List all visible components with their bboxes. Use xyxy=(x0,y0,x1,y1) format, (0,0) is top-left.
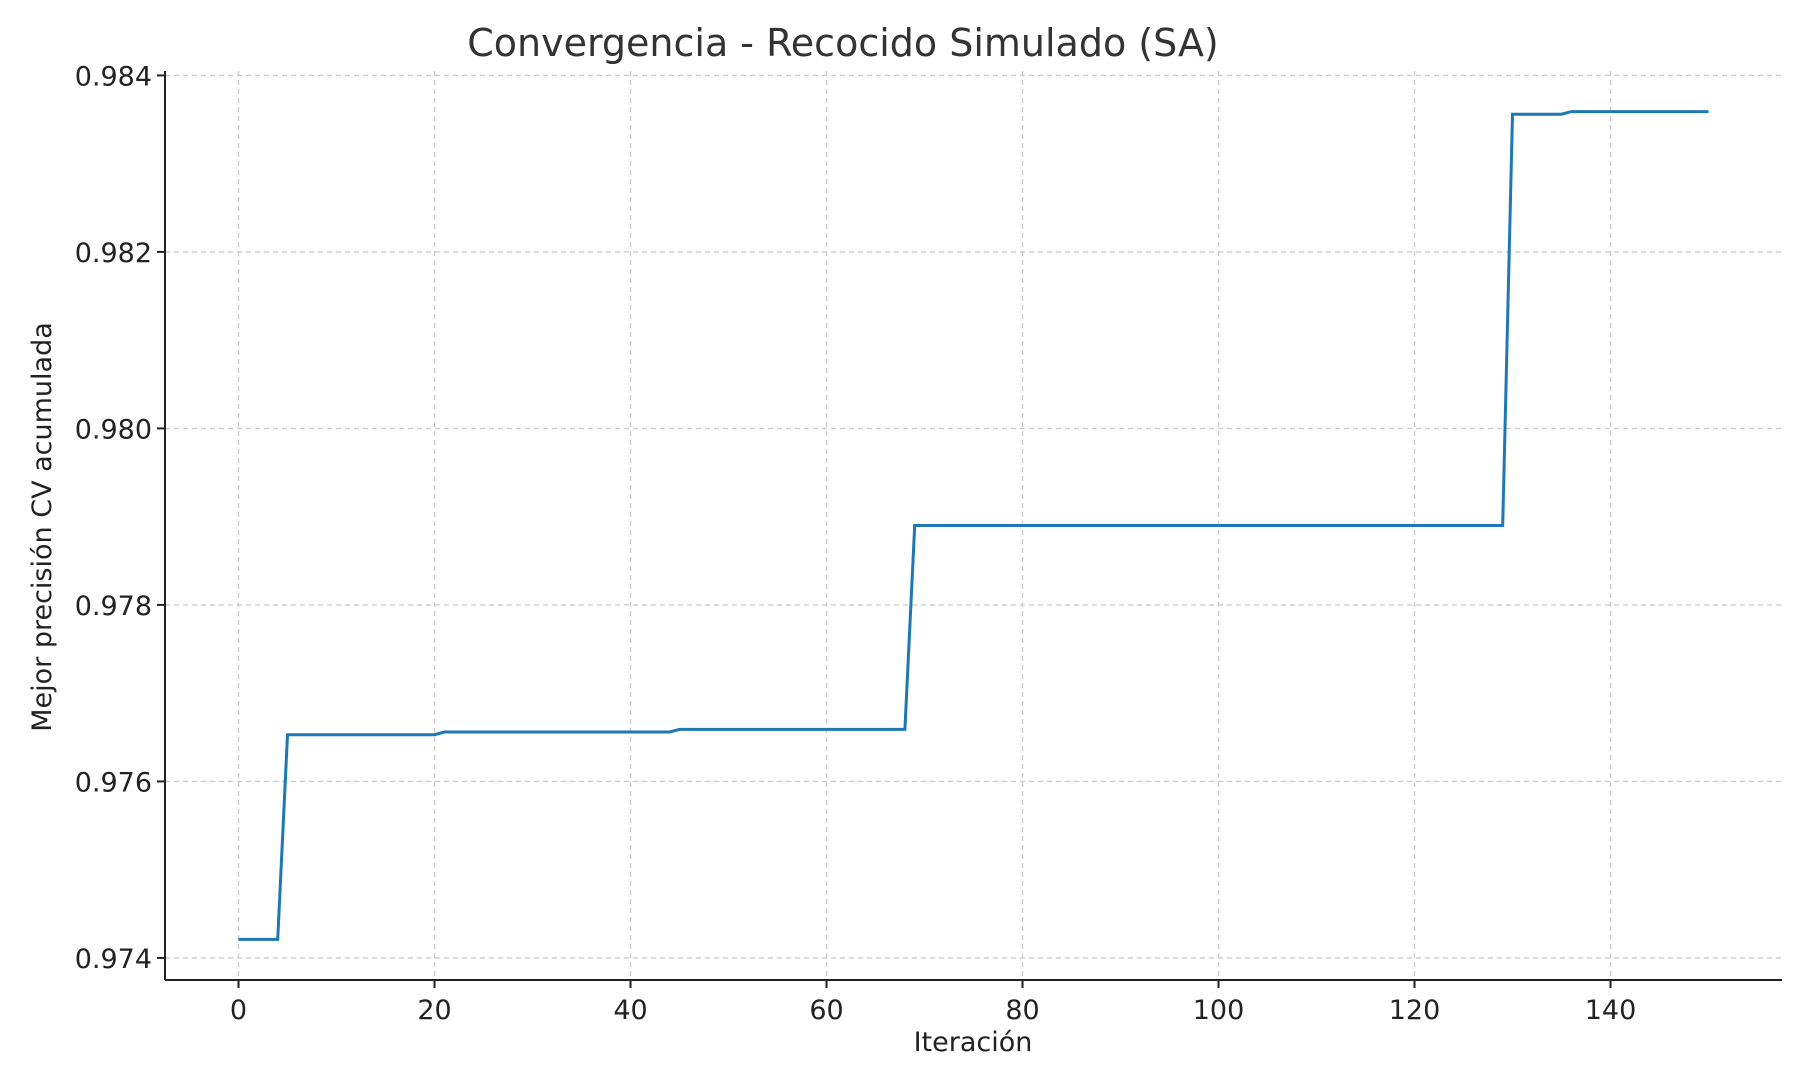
y-tick-label: 0.982 xyxy=(75,238,152,269)
y-tick-label: 0.974 xyxy=(75,944,152,975)
x-tick-label: 0 xyxy=(230,995,247,1026)
x-tick-label: 140 xyxy=(1585,995,1637,1026)
series-line xyxy=(238,110,1709,941)
x-tick-label: 100 xyxy=(1193,995,1245,1026)
y-tick-label: 0.978 xyxy=(75,591,152,622)
x-axis-label: Iteración xyxy=(914,1027,1033,1058)
y-tick-label: 0.980 xyxy=(75,414,152,445)
y-tick-label: 0.984 xyxy=(75,61,152,92)
x-tick-label: 80 xyxy=(1005,995,1039,1026)
x-tick-label: 40 xyxy=(613,995,647,1026)
chart-title: Convergencia - Recocido Simulado (SA) xyxy=(467,21,1219,65)
x-ticks: 0 20 40 60 80 100 120 140 xyxy=(230,980,1636,1026)
y-ticks: 0.974 0.976 0.978 0.980 0.982 0.984 xyxy=(75,61,165,975)
x-tick-label: 20 xyxy=(417,995,451,1026)
y-tick-label: 0.976 xyxy=(75,767,152,798)
series-layer xyxy=(238,110,1709,941)
y-axis-label: Mejor precisión CV acumulada xyxy=(27,322,58,732)
x-tick-label: 60 xyxy=(809,995,843,1026)
x-tick-label: 120 xyxy=(1389,995,1441,1026)
